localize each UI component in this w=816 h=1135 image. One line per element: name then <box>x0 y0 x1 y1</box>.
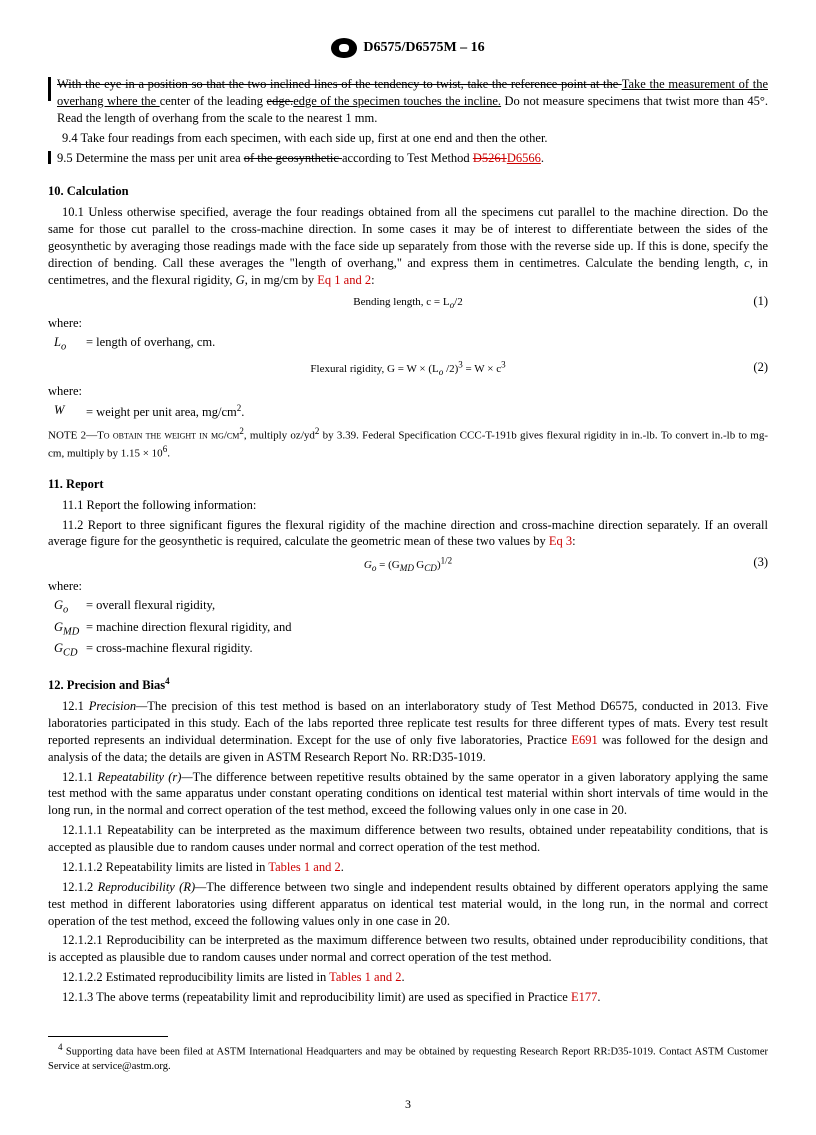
para-12-1-2-2: 12.1.2.2 Estimated reproducibility limit… <box>48 969 768 986</box>
note-2: NOTE 2—To obtain the weight in mg/cm2, m… <box>48 425 768 462</box>
equation-1: Bending length, c = Lo/2(1) <box>48 293 768 312</box>
page-header: D6575/D6575M – 16 <box>48 38 768 58</box>
para-11-1: 11.1 Report the following information: <box>48 497 768 514</box>
para-12-1-2: 12.1.2 Reproducibility (R)—The differenc… <box>48 879 768 930</box>
astm-logo <box>331 38 357 58</box>
footnote-4: 4 Supporting data have been filed at AST… <box>48 1041 768 1074</box>
para-9-5: 9.5 Determine the mass per unit area of … <box>48 150 768 170</box>
definitions-2: W= weight per unit area, mg/cm2. <box>54 402 768 421</box>
definitions-3: Go= overall flexural rigidity, GMD= mach… <box>54 597 768 661</box>
para-12-1-1-2: 12.1.1.2 Repeatability limits are listed… <box>48 859 768 876</box>
section-12: 12. Precision and Bias4 <box>48 675 768 694</box>
where-label: where: <box>48 315 768 332</box>
footnote-separator <box>48 1036 168 1037</box>
change-bar <box>48 151 51 164</box>
para-12-1: 12.1 Precision—The precision of this tes… <box>48 698 768 766</box>
where-label-3: where: <box>48 578 768 595</box>
equation-3: Go = (GMD GCD)1/2(3) <box>48 554 768 574</box>
page-number: 3 <box>48 1096 768 1112</box>
where-label-2: where: <box>48 383 768 400</box>
change-bar <box>48 77 51 101</box>
para-11-2: 11.2 Report to three significant figures… <box>48 517 768 551</box>
para-12-1-1: 12.1.1 Repeatability (r)—The difference … <box>48 769 768 820</box>
para-12-1-3: 12.1.3 The above terms (repeatability li… <box>48 989 768 1006</box>
doc-number: D6575/D6575M – 16 <box>363 39 484 58</box>
section-11: 11. Report <box>48 476 768 493</box>
section-10: 10. Calculation <box>48 183 768 200</box>
para-9-3: With the eye in a position so that the t… <box>48 76 768 130</box>
para-10-1: 10.1 Unless otherwise specified, average… <box>48 204 768 288</box>
para-12-1-1-1: 12.1.1.1 Repeatability can be interprete… <box>48 822 768 856</box>
para-12-1-2-1: 12.1.2.1 Reproducibility can be interpre… <box>48 932 768 966</box>
definitions-1: Lo= length of overhang, cm. <box>54 334 768 355</box>
para-9-4: 9.4 Take four readings from each specime… <box>48 130 768 147</box>
equation-2: Flexural rigidity, G = W × (Lo /2)3 = W … <box>48 359 768 379</box>
